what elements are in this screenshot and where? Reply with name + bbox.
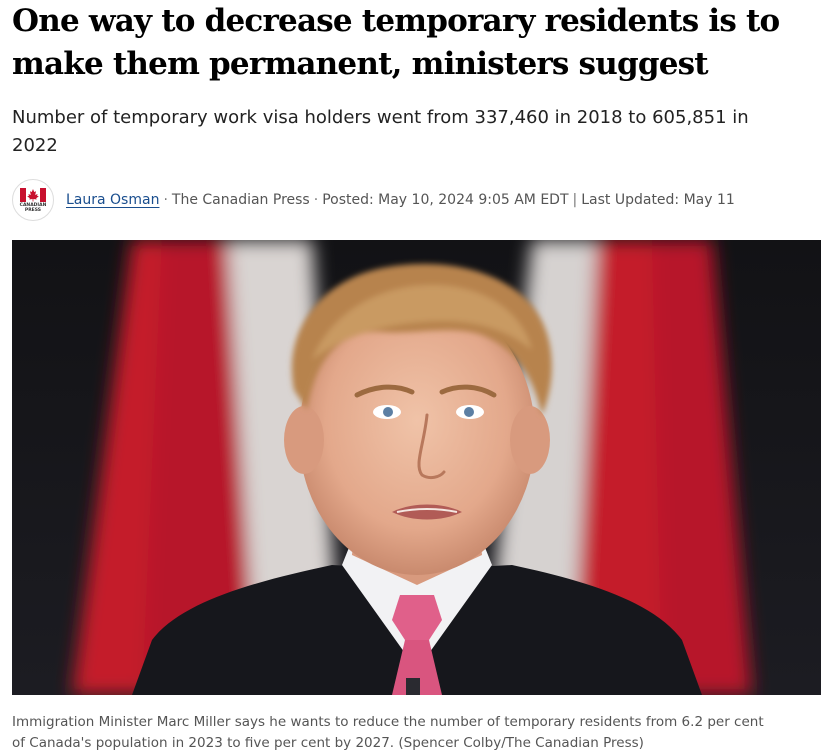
- byline-divider: |: [572, 192, 578, 208]
- byline-separator-2: ·: [313, 192, 319, 208]
- lead-photo: [12, 240, 821, 695]
- byline: CANADIAN PRESS Laura Osman · The Canadia…: [12, 178, 822, 222]
- byline-separator-1: ·: [163, 192, 168, 208]
- headline-line-1: One way to decrease temporary residents …: [12, 3, 780, 39]
- headline: One way to decrease temporary residents …: [12, 0, 822, 86]
- author-link[interactable]: Laura Osman: [66, 192, 160, 208]
- caption-line-2: of Canada's population in 2023 to five p…: [12, 735, 644, 751]
- byline-posted: Posted: May 10, 2024 9:05 AM EDT: [322, 192, 569, 208]
- logo-text: CANADIAN PRESS: [20, 203, 47, 213]
- deck-line-2: 2022: [12, 135, 58, 156]
- logo-text-line-2: PRESS: [24, 207, 42, 213]
- byline-source: The Canadian Press: [171, 192, 310, 208]
- deck-subtitle: Number of temporary work visa holders we…: [12, 104, 812, 160]
- byline-updated: Last Updated: May 11: [581, 192, 735, 208]
- maple-leaf-icon: [20, 187, 46, 202]
- headline-line-2: make them permanent, ministers suggest: [12, 46, 709, 82]
- photo-caption: Immigration Minister Marc Miller says he…: [12, 712, 827, 754]
- news-photo-icon: [12, 240, 821, 695]
- logo-text-line-1: CANADIAN: [19, 202, 47, 208]
- deck-line-1: Number of temporary work visa holders we…: [12, 107, 749, 128]
- caption-line-1: Immigration Minister Marc Miller says he…: [12, 714, 764, 730]
- canadian-press-logo: CANADIAN PRESS: [12, 179, 54, 221]
